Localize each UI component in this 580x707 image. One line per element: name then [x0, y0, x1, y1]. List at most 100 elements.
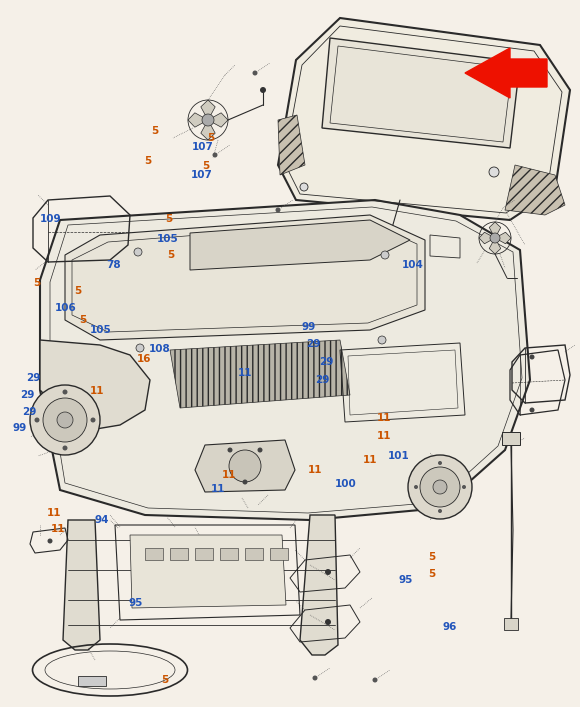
Polygon shape	[490, 222, 501, 238]
Circle shape	[63, 445, 67, 450]
Text: 109: 109	[40, 214, 62, 224]
Text: 11: 11	[307, 465, 322, 475]
Text: 11: 11	[89, 386, 104, 396]
Polygon shape	[490, 238, 501, 254]
Bar	[502, 432, 520, 445]
Polygon shape	[495, 232, 511, 244]
Circle shape	[408, 455, 472, 519]
Polygon shape	[208, 113, 228, 127]
Text: 105: 105	[89, 325, 111, 335]
Circle shape	[63, 390, 67, 395]
Polygon shape	[40, 200, 530, 520]
Text: 5: 5	[144, 156, 151, 166]
Polygon shape	[130, 535, 286, 608]
Polygon shape	[278, 18, 570, 220]
Circle shape	[462, 485, 466, 489]
Circle shape	[489, 167, 499, 177]
Circle shape	[34, 418, 39, 423]
Text: 11: 11	[51, 524, 65, 534]
Circle shape	[43, 398, 87, 442]
Polygon shape	[65, 215, 425, 340]
Circle shape	[414, 485, 418, 489]
Circle shape	[30, 385, 100, 455]
Circle shape	[325, 569, 331, 575]
Text: 95: 95	[399, 575, 413, 585]
Text: 95: 95	[129, 598, 143, 608]
Circle shape	[438, 509, 442, 513]
Circle shape	[381, 251, 389, 259]
Text: 96: 96	[443, 622, 456, 632]
Text: 29: 29	[27, 373, 41, 382]
Polygon shape	[201, 120, 215, 140]
Circle shape	[378, 336, 386, 344]
Text: 16: 16	[137, 354, 151, 364]
Bar	[504, 618, 518, 630]
Circle shape	[438, 461, 442, 465]
Text: 101: 101	[387, 451, 409, 461]
Polygon shape	[195, 440, 295, 492]
Circle shape	[260, 87, 266, 93]
Circle shape	[227, 448, 233, 452]
Circle shape	[212, 153, 218, 158]
Polygon shape	[479, 232, 495, 244]
Text: 99: 99	[12, 423, 26, 433]
Bar	[145, 548, 163, 560]
Circle shape	[136, 344, 144, 352]
Polygon shape	[300, 515, 338, 655]
Text: 5: 5	[429, 552, 436, 562]
Bar	[170, 548, 188, 560]
Polygon shape	[188, 113, 208, 127]
Text: 11: 11	[46, 508, 61, 518]
Circle shape	[229, 450, 261, 482]
Text: 11: 11	[363, 455, 378, 465]
Circle shape	[530, 407, 535, 412]
Text: 5: 5	[75, 286, 82, 296]
Text: 5: 5	[165, 214, 172, 224]
Text: 11: 11	[238, 368, 253, 378]
Circle shape	[372, 677, 378, 682]
Text: 29: 29	[22, 407, 36, 417]
Text: 5: 5	[202, 161, 209, 171]
Polygon shape	[278, 115, 305, 175]
Text: 29: 29	[319, 357, 333, 367]
Text: 78: 78	[106, 260, 121, 270]
Circle shape	[530, 354, 535, 359]
Circle shape	[48, 539, 53, 544]
Text: 107: 107	[192, 142, 214, 152]
Circle shape	[90, 418, 96, 423]
Circle shape	[313, 675, 317, 681]
Circle shape	[202, 114, 214, 126]
Circle shape	[258, 448, 263, 452]
Text: 11: 11	[211, 484, 225, 494]
Circle shape	[252, 71, 258, 76]
Bar	[220, 548, 238, 560]
Text: 104: 104	[401, 260, 423, 270]
Bar	[78, 676, 106, 686]
Text: 5: 5	[79, 315, 86, 325]
Text: 29: 29	[307, 339, 321, 349]
Polygon shape	[40, 340, 150, 430]
Bar	[245, 548, 263, 560]
Circle shape	[325, 619, 331, 625]
Circle shape	[490, 233, 500, 243]
Circle shape	[300, 183, 308, 191]
Circle shape	[420, 467, 460, 507]
Bar	[270, 548, 288, 560]
Polygon shape	[201, 100, 215, 120]
Text: 94: 94	[95, 515, 109, 525]
Text: 100: 100	[335, 479, 357, 489]
Text: 11: 11	[222, 470, 237, 480]
Circle shape	[57, 412, 73, 428]
Polygon shape	[322, 38, 520, 148]
Text: 29: 29	[20, 390, 34, 400]
Text: 5: 5	[33, 278, 40, 288]
Text: 5: 5	[168, 250, 175, 259]
Text: 5: 5	[429, 569, 436, 579]
FancyArrow shape	[465, 48, 547, 98]
Polygon shape	[505, 165, 565, 215]
Circle shape	[433, 480, 447, 494]
Polygon shape	[190, 220, 410, 270]
Text: 99: 99	[302, 322, 316, 332]
Circle shape	[134, 248, 142, 256]
Text: 29: 29	[316, 375, 329, 385]
